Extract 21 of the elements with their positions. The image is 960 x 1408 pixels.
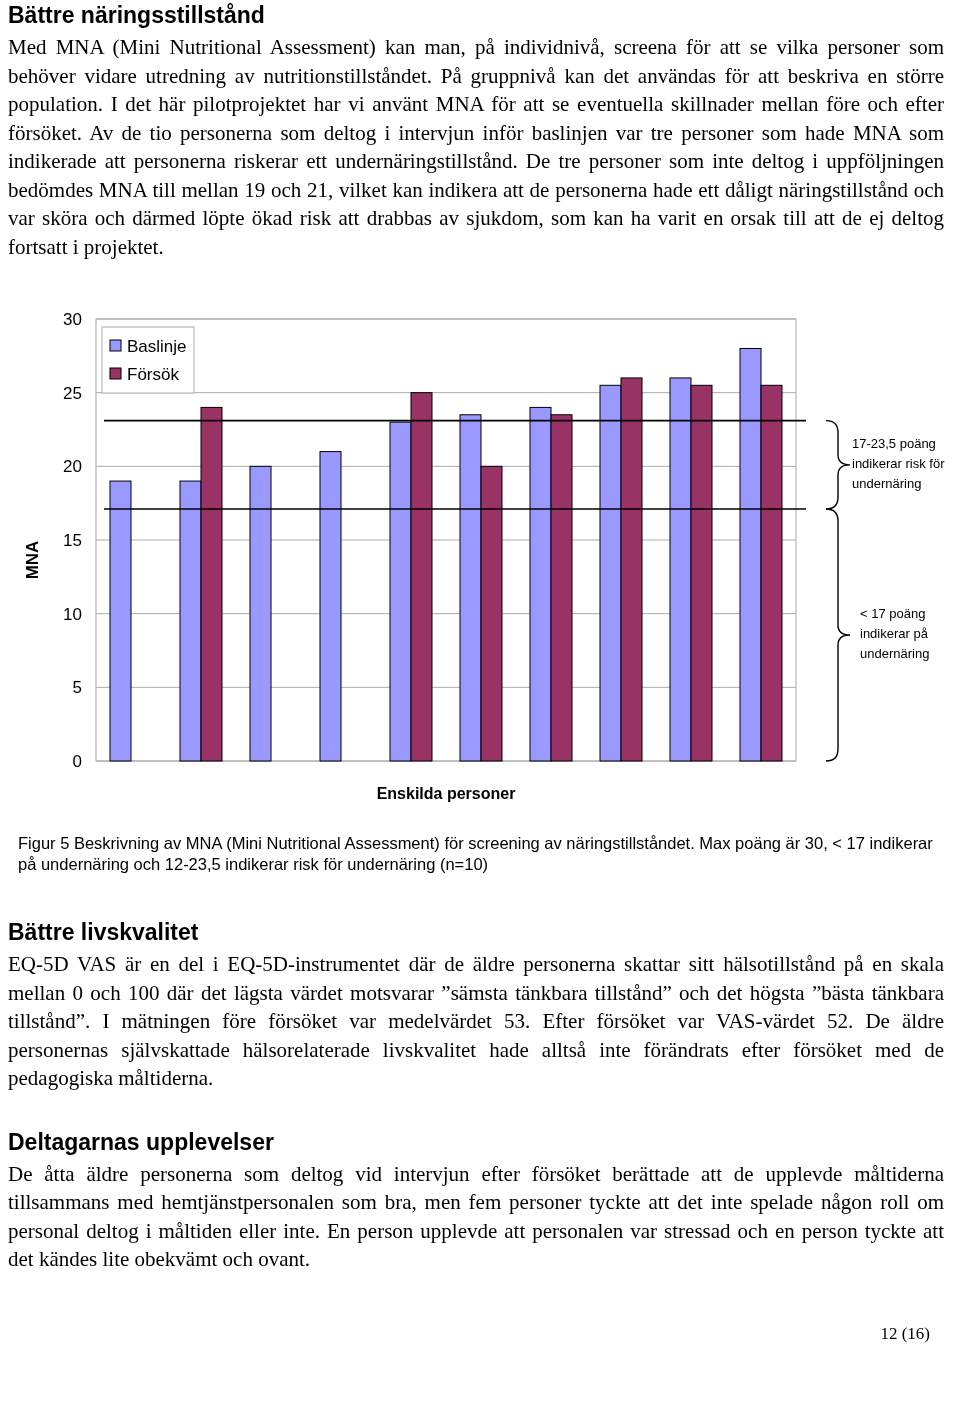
legend-label: Försök — [127, 364, 180, 384]
text: De åtta äldre personerna som deltog vid intervjun efter försöket berättade att de upplevde måltiderna tillsammans med hemtjänstpersonalen som bra, men fem personer tyckte att det inte spelade någon roll om personal deltog i måltiden eller inte. En person upplevde att personalen var stressad och en person tyckte att det kändes lite obekvämt och ovant. — [8, 1160, 944, 1273]
text: Bättre livskvalitet — [8, 919, 200, 946]
text: Deltagarnas upplevelser — [8, 1128, 275, 1156]
text: 17-23,5 poäng indikerar risk för undernäring — [852, 436, 946, 492]
text: < 17 poäng indikerar på undernäring — [860, 606, 930, 662]
y-tick-label: 10 — [63, 604, 82, 624]
text: Figur 5 Beskrivning av MNA (Mini Nutritional Assessment) för screening av näringstillståndet. Max poäng är 30, < 17 indikerar på undernäring och 12-23,5 indikerar risk för undernäring (n=10) — [18, 833, 934, 875]
chart-subtitle: Med MNA (Mini Nutritional Assessment) kan man, på individnivå, screena för att se vilka personer som behöver vidare utredning av nutritionstillståndet. På gruppnivå kan det användas för att beskriva en större population. I det här pilotprojektet har vi använt MNA för att se eventuella skillnader mellan före och efter försöket. Av de tio personerna som deltog i intervjun inför baslinjen var tre personer som hade MNA som indikerade att personerna riskerar ett undernäringstillstånd. De tre personer som inte deltog i uppföljningen bedömdes MNA till mellan 19 och 21, vilket kan indikera att de personerna hade ett dåligt näringstillstånd och var sköra och därmed löpte ökad risk att drabbas av sjukdom, som kan ha varit en orsak till att de ej deltog fortsatt i projektet. — [8, 34, 944, 261]
legend-label: Baslinje — [127, 336, 187, 356]
text: 12 (16) — [879, 1323, 930, 1344]
chart-title: Bättre näringsstillstånd — [8, 2, 266, 29]
x-axis-title: Enskilda personer — [376, 785, 516, 802]
text: EQ-5D VAS är en del i EQ-5D-instrumentet där de äldre personerna skattar sitt hälsotillstånd på en skala mellan 0 och 100 där det lägsta värdet motsvarar ”sämsta tänkbara tillstånd” och det högsta ”bästa tänkbara tillstånd”. I mätningen före försöket var medelvärdet 53. Efter försöket var VAS-värdet 52. De äldre personernas självskattade hälsorelaterade livskvalitet hade alltså inte förändrats efter försöket med de pedagogiska måltiderna. — [8, 951, 944, 1092]
y-tick-label: 15 — [63, 530, 82, 550]
y-tick-label: 25 — [63, 383, 82, 403]
y-axis-title: MNA — [23, 540, 42, 580]
y-tick-label: 30 — [63, 309, 82, 329]
y-tick-label: 0 — [72, 751, 82, 771]
y-tick-label: 20 — [63, 457, 82, 477]
y-tick-label: 5 — [72, 678, 82, 698]
